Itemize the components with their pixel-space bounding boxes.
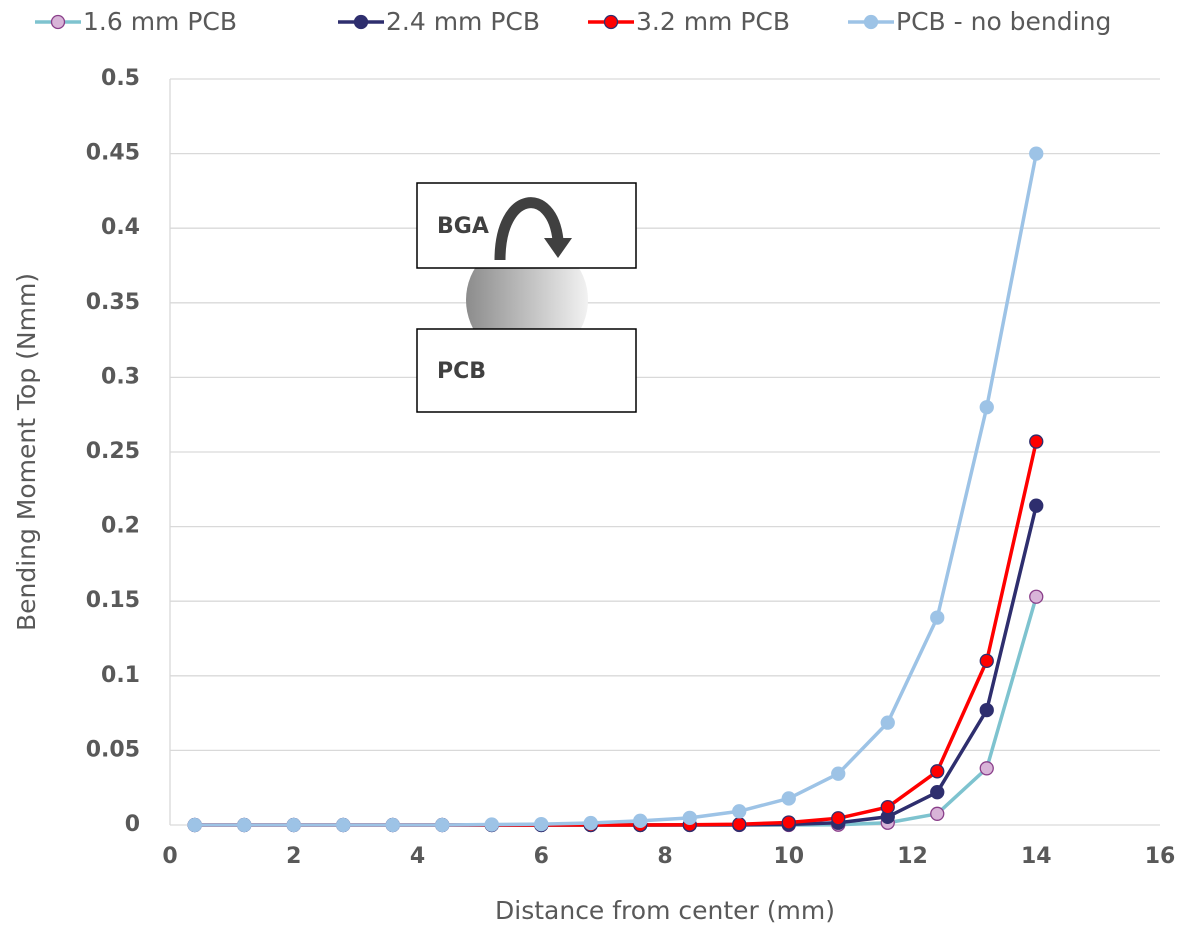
- data-point: [831, 766, 846, 781]
- data-point: [930, 764, 945, 779]
- grid: [169, 78, 1160, 826]
- data-point: [385, 817, 400, 833]
- y-tick-label: 0: [125, 812, 140, 837]
- x-tick-label: 2: [286, 844, 301, 869]
- data-point: [336, 817, 351, 833]
- legend-item: PCB - no bending: [848, 7, 1111, 36]
- y-tick-label: 0.3: [101, 364, 140, 389]
- legend-label: 3.2 mm PCB: [636, 7, 790, 36]
- data-point: [187, 817, 202, 833]
- data-point: [930, 610, 945, 625]
- inset-diagram: BGA PCB: [416, 182, 637, 413]
- legend-label: PCB - no bending: [896, 7, 1111, 36]
- x-tick-label: 6: [534, 844, 549, 869]
- data-point: [732, 817, 747, 832]
- x-tick-label: 4: [410, 844, 425, 869]
- y-tick-label: 0.15: [86, 588, 140, 613]
- data-point: [1029, 498, 1044, 513]
- data-point: [682, 810, 697, 825]
- data-point: [1029, 146, 1044, 161]
- y-tick-label: 0.2: [101, 514, 140, 539]
- arrow-head: [544, 238, 572, 258]
- data-point: [979, 653, 994, 669]
- data-point: [880, 715, 895, 730]
- data-point: [732, 804, 747, 819]
- legend-marker: [863, 14, 879, 30]
- x-tick-label: 8: [657, 844, 672, 869]
- x-tick-label: 10: [773, 844, 804, 869]
- data-point: [781, 791, 796, 806]
- y-tick-label: 0.1: [101, 663, 140, 688]
- moment-arrow: [494, 197, 564, 261]
- y-tick-label: 0.35: [86, 290, 140, 315]
- legend-marker: [603, 14, 619, 30]
- data-point: [1029, 434, 1044, 449]
- data-point: [979, 400, 994, 415]
- legend-marker: [50, 14, 66, 30]
- bga-box: [416, 182, 637, 269]
- legend-item: 3.2 mm PCB: [588, 7, 790, 36]
- y-tick-label: 0.4: [101, 215, 140, 240]
- data-point: [484, 817, 499, 832]
- y-axis-title: Bending Moment Top (Nmm): [12, 273, 41, 631]
- data-point: [435, 817, 450, 833]
- legend-label: 2.4 mm PCB: [386, 7, 540, 36]
- data-point: [633, 813, 648, 828]
- legend-item: 2.4 mm PCB: [338, 7, 540, 36]
- data-point: [930, 806, 945, 821]
- x-tick-label: 0: [162, 844, 177, 869]
- data-point: [979, 702, 994, 718]
- data-point: [237, 817, 252, 833]
- x-tick-label: 16: [1145, 844, 1176, 869]
- data-point: [880, 799, 895, 815]
- data-point: [831, 811, 846, 826]
- annotation: PCB: [437, 359, 486, 384]
- data-point: [781, 815, 796, 830]
- data-point: [930, 785, 945, 800]
- pcb-box: [416, 328, 637, 413]
- series-line: [194, 153, 1038, 827]
- data-point: [286, 817, 301, 833]
- y-tick-label: 0.05: [86, 737, 140, 762]
- x-tick-label: 14: [1021, 844, 1052, 869]
- data-point: [534, 816, 549, 832]
- legend-item: 1.6 mm PCB: [35, 7, 237, 36]
- series-line: [194, 441, 1038, 827]
- legend-marker: [353, 14, 369, 30]
- y-tick-label: 0.25: [86, 439, 140, 464]
- legend-label: 1.6 mm PCB: [83, 7, 237, 36]
- annotation: BGA: [437, 214, 489, 239]
- x-axis-title: Distance from center (mm): [495, 896, 835, 925]
- y-tick-label: 0.45: [86, 141, 140, 166]
- y-tick-label: 0.5: [101, 66, 140, 91]
- data-point: [1029, 589, 1044, 604]
- x-tick-label: 12: [897, 844, 928, 869]
- data-point: [979, 761, 994, 776]
- data-point: [583, 815, 598, 831]
- series-line: [194, 505, 1038, 827]
